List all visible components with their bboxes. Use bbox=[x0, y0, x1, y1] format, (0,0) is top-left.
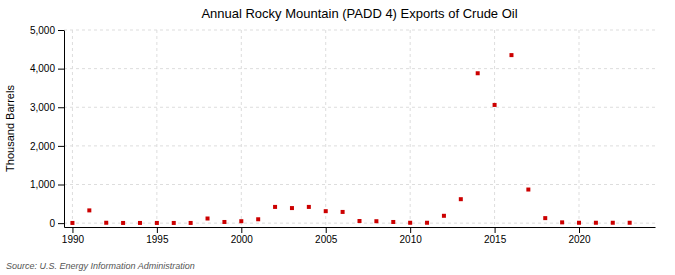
point bbox=[459, 197, 463, 201]
tick: 1,000 bbox=[30, 179, 64, 190]
tick-mark bbox=[495, 227, 496, 233]
tick-mark bbox=[58, 223, 64, 224]
tick-label: 4,000 bbox=[30, 63, 55, 74]
point bbox=[273, 205, 277, 209]
grid-line bbox=[64, 68, 655, 69]
point bbox=[560, 220, 564, 224]
point bbox=[138, 221, 142, 225]
grid-line bbox=[410, 30, 411, 227]
point bbox=[391, 220, 395, 224]
tick: 2010 bbox=[400, 227, 423, 245]
x-axis: 1990 1995 2000 2005 2010 2015 2020 bbox=[62, 227, 656, 245]
point bbox=[121, 221, 125, 225]
point bbox=[324, 209, 328, 213]
tick-label: 1,000 bbox=[30, 179, 55, 190]
tick-label: 1990 bbox=[62, 234, 85, 245]
tick-mark bbox=[58, 69, 64, 70]
point bbox=[307, 205, 311, 209]
tick-label: 1995 bbox=[146, 234, 169, 245]
point bbox=[87, 208, 91, 212]
axis-line bbox=[65, 227, 656, 228]
tick-mark bbox=[410, 227, 411, 233]
tick-mark bbox=[157, 227, 158, 233]
tick-label: 2005 bbox=[315, 234, 338, 245]
point bbox=[374, 219, 378, 223]
tick-label: 3,000 bbox=[30, 102, 55, 113]
tick-label: 2015 bbox=[484, 234, 507, 245]
point bbox=[476, 71, 480, 75]
tick-mark bbox=[241, 227, 242, 233]
point bbox=[155, 221, 159, 225]
point bbox=[341, 210, 345, 214]
point bbox=[442, 214, 446, 218]
points bbox=[70, 53, 631, 225]
grid-line bbox=[64, 184, 655, 185]
axis-line bbox=[64, 31, 65, 228]
point bbox=[206, 217, 210, 221]
point bbox=[358, 219, 362, 223]
point bbox=[239, 219, 243, 223]
tick: 1990 bbox=[62, 227, 85, 245]
tick-mark bbox=[579, 227, 580, 233]
tick-mark bbox=[58, 185, 64, 186]
tick: 1995 bbox=[146, 227, 169, 245]
tick: 3,000 bbox=[30, 102, 64, 113]
grid-line bbox=[72, 30, 73, 227]
tick-label: 2,000 bbox=[30, 141, 55, 152]
tick-mark bbox=[58, 107, 64, 108]
tick: 2020 bbox=[568, 227, 591, 245]
grid-line bbox=[64, 107, 655, 108]
point bbox=[577, 221, 581, 225]
tick-label: 2000 bbox=[231, 234, 254, 245]
tick: 2,000 bbox=[30, 141, 64, 152]
point bbox=[628, 221, 632, 225]
tick: 2005 bbox=[315, 227, 338, 245]
point bbox=[543, 216, 547, 220]
tick: 5,000 bbox=[30, 25, 64, 36]
tick-mark bbox=[72, 227, 73, 233]
grid-line bbox=[494, 30, 495, 227]
grid bbox=[64, 30, 655, 227]
tick: 4,000 bbox=[30, 63, 64, 74]
y-axis-title: Thousand Barrels bbox=[4, 85, 16, 172]
tick-label: 2010 bbox=[400, 234, 423, 245]
point bbox=[425, 221, 429, 225]
tick-mark bbox=[58, 146, 64, 147]
title: Annual Rocky Mountain (PADD 4) Exports o… bbox=[201, 6, 517, 21]
point bbox=[222, 220, 226, 224]
tick-label: 5,000 bbox=[30, 25, 55, 36]
tick-label: 0 bbox=[49, 218, 55, 229]
tick: 0 bbox=[49, 218, 64, 229]
grid-line bbox=[156, 30, 157, 227]
tick-mark bbox=[326, 227, 327, 233]
tick: 2015 bbox=[484, 227, 507, 245]
tick-mark bbox=[58, 30, 64, 31]
grid-line bbox=[579, 30, 580, 227]
point bbox=[172, 221, 176, 225]
annotation: Source: U.S. Energy Information Administ… bbox=[6, 261, 195, 271]
point bbox=[290, 206, 294, 210]
point bbox=[509, 53, 513, 57]
grid-line bbox=[64, 145, 655, 146]
plot: 1990 1995 2000 2005 2010 2015 2020 0 1,000 2,000 3… bbox=[30, 25, 656, 245]
point bbox=[104, 221, 108, 225]
tick-label: 2020 bbox=[568, 234, 591, 245]
point bbox=[70, 221, 74, 225]
point bbox=[408, 221, 412, 225]
point bbox=[493, 103, 497, 107]
grid-line bbox=[325, 30, 326, 227]
point bbox=[594, 221, 598, 225]
y-axis: 0 1,000 2,000 3,000 4,000 5,000 bbox=[30, 25, 65, 229]
point bbox=[611, 221, 615, 225]
chart: 1990 1995 2000 2005 2010 2015 2020 0 1,000 2,000 3… bbox=[0, 0, 675, 275]
tick: 2000 bbox=[231, 227, 254, 245]
grid-line bbox=[241, 30, 242, 227]
grid-line bbox=[64, 30, 655, 31]
point bbox=[526, 188, 530, 192]
point bbox=[189, 221, 193, 225]
point bbox=[256, 217, 260, 221]
